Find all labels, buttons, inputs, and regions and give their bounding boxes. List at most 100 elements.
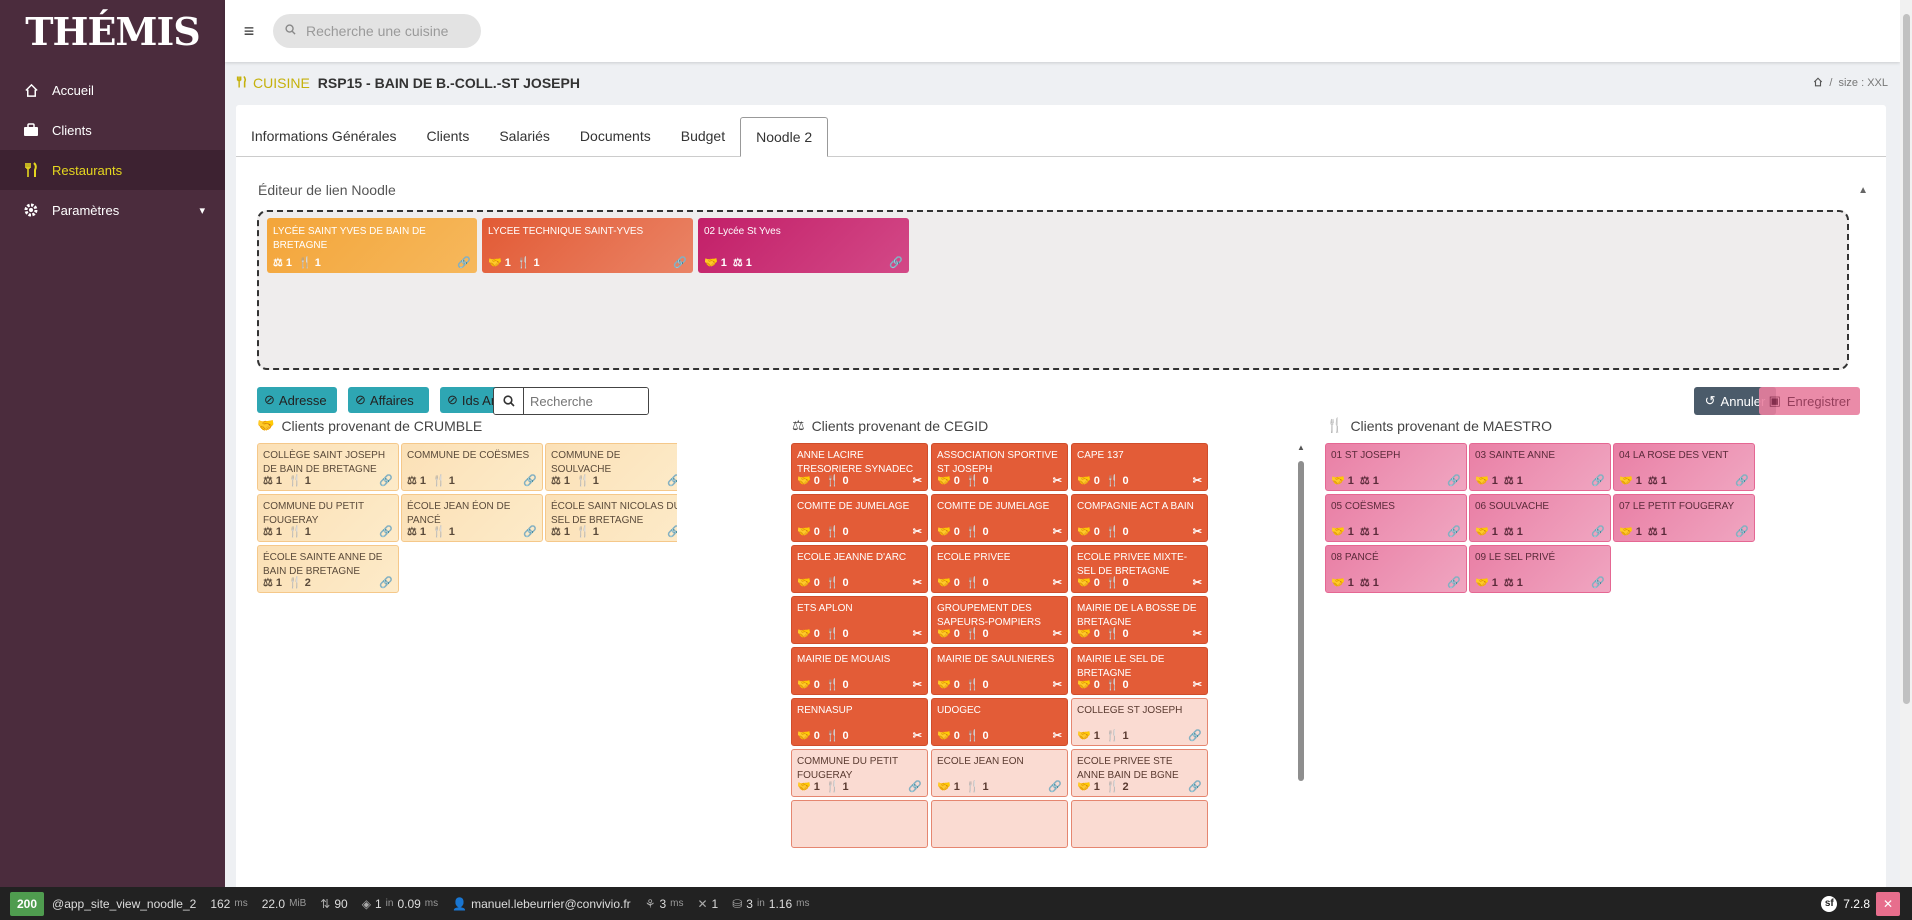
link-icon[interactable]: 🔗 [1591, 526, 1605, 538]
link-icon[interactable]: 🔗 [1591, 475, 1605, 487]
collapse-caret-icon[interactable]: ▲ [1858, 185, 1868, 196]
client-tile-partial[interactable] [791, 800, 928, 848]
cegid-scrollbar[interactable]: ▲ [1296, 443, 1306, 783]
client-tile[interactable]: 05 COËSMES 🤝 1 ⚖ 1 🔗 [1325, 494, 1467, 542]
link-icon[interactable]: 🔗 [1735, 475, 1749, 487]
linked-tile[interactable]: LYCÉE SAINT YVES DE BAIN DE BRETAGNE ⚖ 1 … [267, 218, 477, 273]
client-tile[interactable]: ECOLE JEANNE D'ARC 🤝 0 🍴 0 ✂ [791, 545, 928, 593]
unlink-icon[interactable]: ✂ [912, 679, 922, 691]
save-button[interactable]: ▣ Enregistrer [1759, 387, 1860, 415]
route-name[interactable]: @app_site_view_noodle_2 [52, 897, 196, 911]
toggle-adresse-button[interactable]: ⊘ Adresse [257, 387, 337, 413]
client-tile[interactable]: COLLÈGE SAINT JOSEPH DE BAIN DE BRETAGNE… [257, 443, 399, 491]
sidebar-item-clients[interactable]: Clients [0, 110, 225, 150]
unlink-icon[interactable]: ✂ [912, 730, 922, 742]
unlink-icon[interactable]: ✂ [1192, 679, 1202, 691]
client-tile[interactable]: 07 Le petit Fougeray 🤝 1 ⚖ 1 🔗 [1613, 494, 1755, 542]
link-icon[interactable]: 🔗 [889, 257, 903, 269]
sidebar-item-accueil[interactable]: Accueil [0, 70, 225, 110]
client-tile[interactable]: GROUPEMENT DES SAPEURS-POMPIERS 🤝 0 🍴 0 ✂ [931, 596, 1068, 644]
unlink-icon[interactable]: ✂ [1192, 628, 1202, 640]
noodle-dropzone[interactable]: LYCÉE SAINT YVES DE BAIN DE BRETAGNE ⚖ 1 … [257, 210, 1849, 370]
client-tile[interactable]: COMITE DE JUMELAGE 🤝 0 🍴 0 ✂ [791, 494, 928, 542]
link-icon[interactable]: 🔗 [1447, 475, 1461, 487]
link-icon[interactable]: 🔗 [673, 257, 687, 269]
unlink-icon[interactable]: ✂ [912, 475, 922, 487]
link-icon[interactable]: 🔗 [457, 257, 471, 269]
unlink-icon[interactable]: ✂ [1052, 475, 1062, 487]
link-icon[interactable]: 🔗 [1048, 781, 1062, 793]
client-tile[interactable]: MAIRIE LE SEL DE BRETAGNE 🤝 0 🍴 0 ✂ [1071, 647, 1208, 695]
database-stats[interactable]: ⛁ 3 in 1.16 ms [732, 897, 809, 911]
link-icon[interactable]: 🔗 [379, 577, 393, 589]
scroll-up-icon[interactable]: ▲ [1297, 443, 1305, 452]
cuisine-search-input[interactable]: Recherche une cuisine [273, 14, 481, 48]
client-tile[interactable]: ECOLE PRIVEE STE ANNE BAIN DE BGNE 🤝 1 🍴 2 🔗 [1071, 749, 1208, 797]
link-icon[interactable]: 🔗 [667, 475, 677, 487]
client-tile[interactable]: ECOLE PRIVEE 🤝 0 🍴 0 ✂ [931, 545, 1068, 593]
client-tile[interactable]: COMMUNE DU PETIT FOUGERAY ⚖ 1 🍴 1 🔗 [257, 494, 399, 542]
client-tile[interactable]: MAIRIE DE SAULNIERES 🤝 0 🍴 0 ✂ [931, 647, 1068, 695]
client-tile[interactable]: ANNE LACIRE TRESORIERE SYNADEC 🤝 0 🍴 0 ✂ [791, 443, 928, 491]
client-tile[interactable]: UDOGEC 🤝 0 🍴 0 ✂ [931, 698, 1068, 746]
unlink-icon[interactable]: ✂ [1192, 577, 1202, 589]
client-tile[interactable]: 04 la rose des vent 🤝 1 ⚖ 1 🔗 [1613, 443, 1755, 491]
cache-stats[interactable]: ◈ 1 in 0.09 ms [362, 897, 438, 911]
tab-informations-generales[interactable]: Informations Générales [251, 128, 397, 144]
link-icon[interactable]: 🔗 [523, 475, 537, 487]
client-tile[interactable]: ÉCOLE SAINT NICOLAS DU SEL DE BRETAGNE ⚖ 1… [545, 494, 677, 542]
unlink-icon[interactable]: ✂ [1052, 730, 1062, 742]
client-tile[interactable]: MAIRIE DE MOUAIS 🤝 0 🍴 0 ✂ [791, 647, 928, 695]
client-tile[interactable]: RENNASUP 🤝 0 🍴 0 ✂ [791, 698, 928, 746]
client-tile[interactable]: 06 SOULVACHE 🤝 1 ⚖ 1 🔗 [1469, 494, 1611, 542]
client-tile[interactable]: 08 pancé 🤝 1 ⚖ 1 🔗 [1325, 545, 1467, 593]
symfony-version[interactable]: sf 7.2.8 ✕ [1821, 891, 1912, 916]
client-tile[interactable]: ETS APLON 🤝 0 🍴 0 ✂ [791, 596, 928, 644]
http-requests[interactable]: ⇅ 90 [320, 897, 347, 911]
events-stats[interactable]: ✕ 1 [697, 897, 718, 911]
link-icon[interactable]: 🔗 [523, 526, 537, 538]
client-tile[interactable]: ÉCOLE SAINTE ANNE DE BAIN DE BRETAGNE ⚖ 1 🍴… [257, 545, 399, 593]
unlink-icon[interactable]: ✂ [1192, 526, 1202, 538]
current-user[interactable]: 👤 manuel.lebeurrier@convivio.fr [452, 897, 631, 911]
tab-salaries[interactable]: Salariés [499, 128, 550, 144]
cegid-grid[interactable]: ANNE LACIRE TRESORIERE SYNADEC 🤝 0 🍴 0 ✂ ASSOC… [791, 443, 1216, 895]
client-tile[interactable]: COLLEGE ST JOSEPH 🤝 1 🍴 1 🔗 [1071, 698, 1208, 746]
client-tile[interactable]: 03 Sainte Anne 🤝 1 ⚖ 1 🔗 [1469, 443, 1611, 491]
client-tile[interactable]: MAIRIE DE LA BOSSE DE BRETAGNE 🤝 0 🍴 0 ✂ [1071, 596, 1208, 644]
client-search-input[interactable] [524, 388, 648, 414]
search-icon[interactable] [494, 388, 524, 414]
home-icon[interactable] [1813, 76, 1823, 90]
client-tile-partial[interactable] [931, 800, 1068, 848]
twig-time[interactable]: ⚘ 3 ms [645, 897, 684, 911]
client-tile[interactable]: COMPAGNIE ACT A BAIN 🤝 0 🍴 0 ✂ [1071, 494, 1208, 542]
page-scrollbar[interactable] [1900, 0, 1912, 887]
client-tile[interactable]: COMMUNE DU PETIT FOUGERAY 🤝 1 🍴 1 🔗 [791, 749, 928, 797]
link-icon[interactable]: 🔗 [908, 781, 922, 793]
client-tile[interactable]: ECOLE JEAN EON 🤝 1 🍴 1 🔗 [931, 749, 1068, 797]
link-icon[interactable]: 🔗 [379, 475, 393, 487]
tab-noodle-2[interactable]: Noodle 2 [740, 117, 829, 157]
unlink-icon[interactable]: ✂ [1192, 475, 1202, 487]
request-time[interactable]: 162 ms [210, 897, 247, 911]
unlink-icon[interactable]: ✂ [912, 628, 922, 640]
link-icon[interactable]: 🔗 [1188, 781, 1202, 793]
app-logo[interactable]: THÉMIS [0, 0, 225, 62]
unlink-icon[interactable]: ✂ [1052, 577, 1062, 589]
unlink-icon[interactable]: ✂ [912, 577, 922, 589]
client-tile[interactable]: 09 le sel privé 🤝 1 ⚖ 1 🔗 [1469, 545, 1611, 593]
tab-clients[interactable]: Clients [426, 128, 470, 144]
client-tile[interactable]: ASSOCIATION SPORTIVE ST JOSEPH 🤝 0 🍴 0 ✂ [931, 443, 1068, 491]
client-tile[interactable]: COMMUNE DE COËSMES ⚖ 1 🍴 1 🔗 [401, 443, 543, 491]
link-icon[interactable]: 🔗 [1735, 526, 1749, 538]
tab-budget[interactable]: Budget [680, 128, 726, 144]
client-tile[interactable]: COMITE DE JUMELAGE 🤝 0 🍴 0 ✂ [931, 494, 1068, 542]
memory-usage[interactable]: 22.0 MiB [262, 897, 307, 911]
unlink-icon[interactable]: ✂ [1052, 526, 1062, 538]
client-tile[interactable]: 01 ST JOSEPH 🤝 1 ⚖ 1 🔗 [1325, 443, 1467, 491]
client-tile[interactable]: ÉCOLE JEAN ÉON DE PANCÉ ⚖ 1 🍴 1 🔗 [401, 494, 543, 542]
chevron-down-icon[interactable]: ▾ [199, 204, 205, 217]
unlink-icon[interactable]: ✂ [912, 526, 922, 538]
link-icon[interactable]: 🔗 [667, 526, 677, 538]
status-badge[interactable]: 200 [10, 891, 45, 916]
